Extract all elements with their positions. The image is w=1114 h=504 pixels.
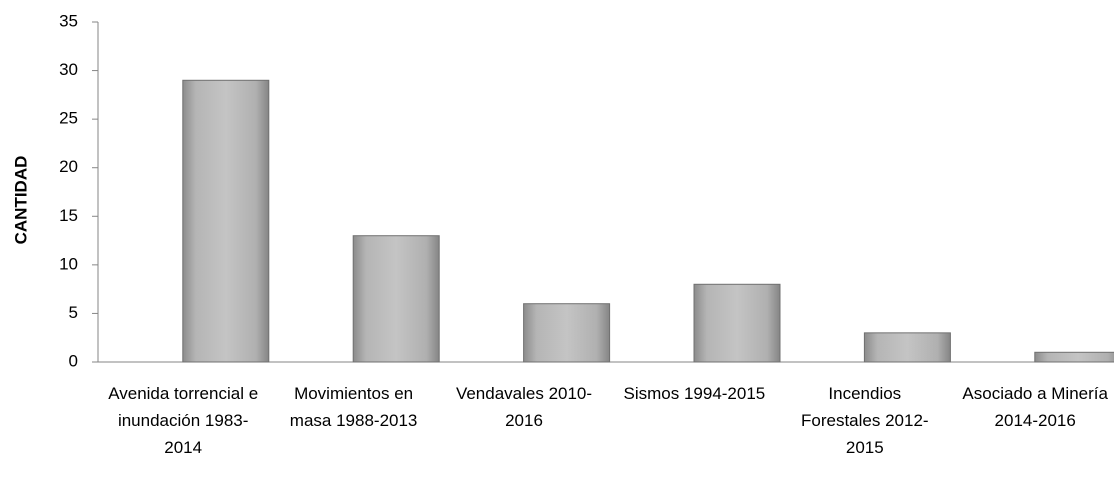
bar: [182, 79, 270, 363]
x-tick-label: Sismos 1994-2015: [623, 384, 766, 403]
x-tick-label: Asociado a Minería 2014-2016: [962, 384, 1108, 430]
x-tick-label: Incendios Forestales 2012-2015: [801, 384, 929, 457]
x-tick-label: Vendavales 2010-2016: [455, 384, 593, 430]
y-tick-label: 30: [59, 60, 78, 79]
bar: [352, 235, 440, 363]
y-tick-label: 25: [59, 109, 78, 128]
y-tick-label: 20: [59, 157, 78, 176]
bar: [693, 283, 781, 363]
bar: [863, 332, 951, 363]
x-tick-label: Avenida torrencial e inundación 1983-201…: [108, 384, 259, 457]
y-tick-label: 10: [59, 254, 78, 273]
x-tick-label: Movimientos en masa 1988-2013: [289, 384, 418, 430]
y-axis-title: CANTIDAD: [11, 156, 30, 245]
y-tick-label: 5: [69, 303, 78, 322]
bar: [1034, 351, 1114, 363]
y-tick-label: 35: [59, 11, 78, 30]
bar: [523, 303, 611, 363]
y-tick-label: 0: [69, 351, 78, 370]
y-tick-label: 15: [59, 206, 78, 225]
